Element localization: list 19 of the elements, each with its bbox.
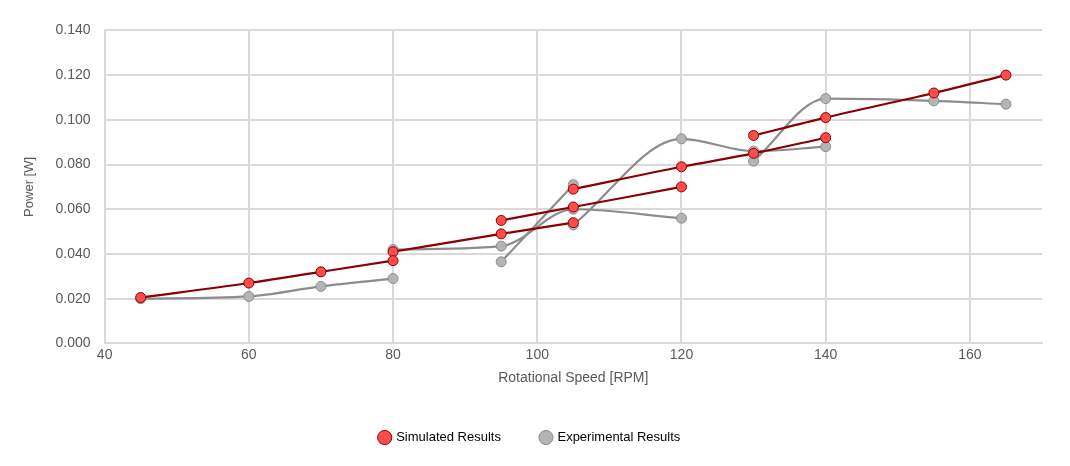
y-tick-label: 0.040 — [55, 244, 91, 261]
x-tick-label: 120 — [669, 345, 694, 362]
y-tick-label: 0.100 — [55, 110, 91, 127]
y-axis-title: Power [W] — [21, 156, 37, 217]
legend-label: Simulated Results — [396, 429, 502, 445]
x-tick-label: 160 — [958, 345, 982, 362]
x-tick-label: 80 — [385, 345, 402, 362]
x-tick-label: 100 — [525, 345, 550, 362]
y-tick-label: 0.060 — [55, 200, 91, 217]
x-tick-label: 40 — [96, 345, 113, 362]
y-tick-label: 0.000 — [55, 334, 91, 351]
x-tick-label: 140 — [814, 345, 838, 362]
x-tick-label: 60 — [241, 345, 257, 362]
legend-label: Experimental Results — [557, 429, 681, 445]
y-tick-label: 0.080 — [55, 155, 91, 172]
y-tick-label: 0.140 — [55, 21, 91, 38]
y-tick-label: 0.120 — [55, 65, 91, 82]
x-axis-title: Rotational Speed [RPM] — [498, 369, 649, 386]
y-tick-label: 0.020 — [55, 289, 91, 306]
